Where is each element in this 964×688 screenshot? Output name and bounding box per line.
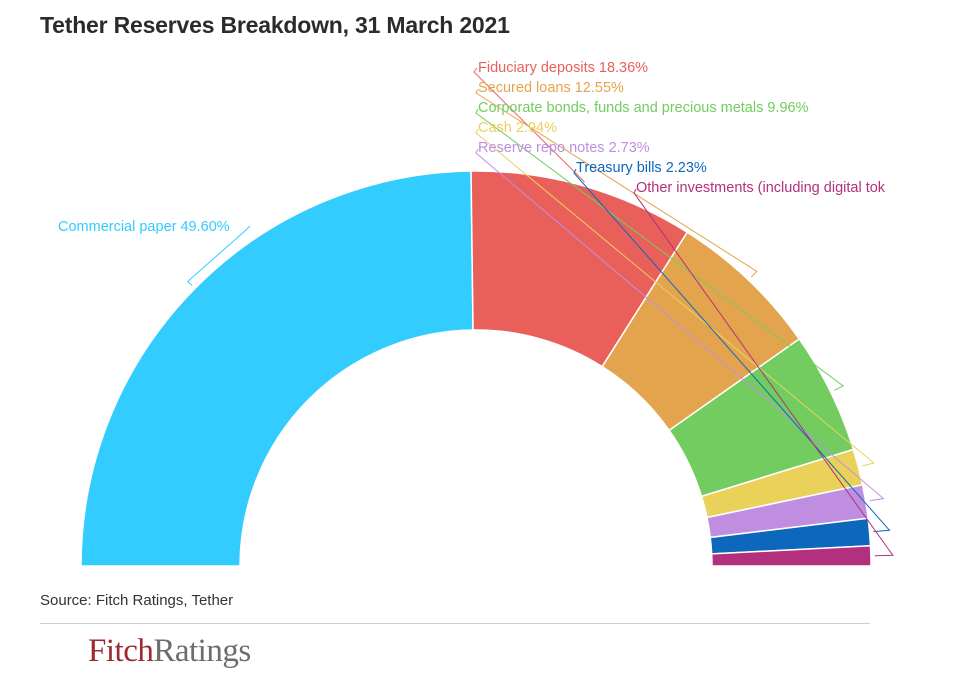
slice-label-5: Reserve repo notes 2.73% [478,140,650,156]
slice-label-7: Other investments (including digital tok [636,180,886,196]
logo-fitch: Fitch [88,633,154,669]
logo-ratings: Ratings [153,633,251,669]
slice-commercial-paper [80,170,474,567]
slice-label-4: Cash 2.94% [478,120,557,136]
slice-label-0: Commercial paper 49.60% [58,219,230,235]
slice-label-6: Treasury bills 2.23% [576,160,707,176]
slice-label-2: Secured loans 12.55% [478,80,624,96]
leader-line-7 [633,188,894,557]
leader-line-0 [187,225,251,286]
labels-group: Commercial paper 49.60% Fiduciary deposit… [58,60,886,235]
leader-line-6 [573,168,891,533]
leader-line-2 [475,88,758,278]
leader-line-1 [473,67,586,183]
leader-line-3 [475,108,845,391]
footer-divider [40,623,870,624]
fitch-ratings-logo: FitchRatings [88,633,251,670]
slice-other-investments [710,544,872,567]
leader-lines-group [187,67,894,557]
slice-label-3: Corporate bonds, funds and precious meta… [478,100,809,116]
slices-group [80,170,872,567]
source-note: Source: Fitch Ratings, Tether [40,592,234,609]
leader-line-4 [475,128,875,467]
slice-label-1: Fiduciary deposits 18.36% [478,60,648,76]
chart-title: Tether Reserves Breakdown, 31 March 2021 [40,12,510,38]
leader-line-5 [475,148,885,502]
donut-chart: Commercial paper 49.60% Fiduciary deposit… [58,60,894,567]
